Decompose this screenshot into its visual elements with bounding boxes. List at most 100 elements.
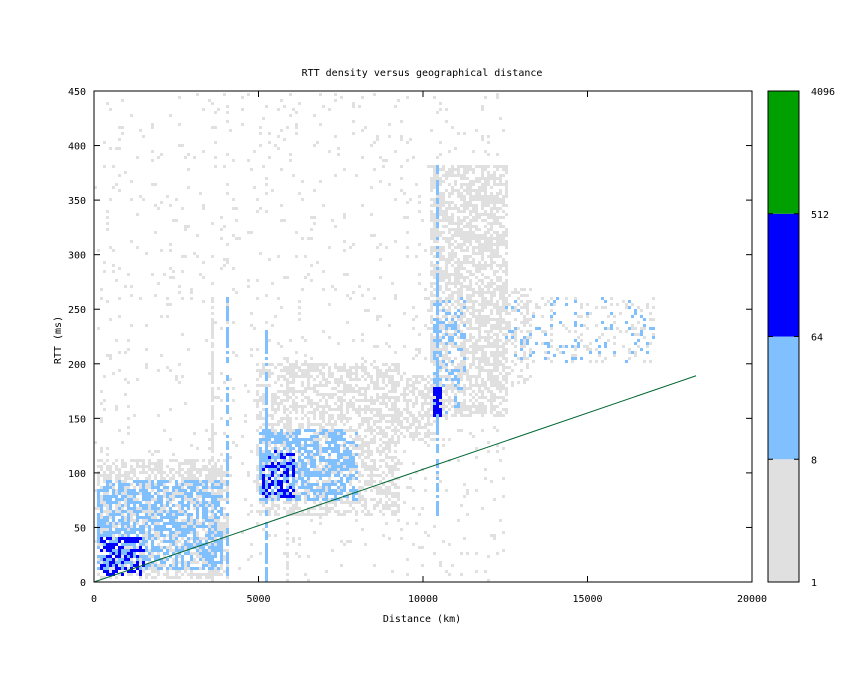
heatmap-cell <box>502 201 505 204</box>
heatmap-cell <box>106 513 109 516</box>
heatmap-cell <box>481 303 484 306</box>
heatmap-cell <box>154 474 157 477</box>
heatmap-cell <box>502 327 505 330</box>
heatmap-cell <box>511 342 514 345</box>
heatmap-cell <box>472 264 475 267</box>
heatmap-cell <box>481 201 484 204</box>
heatmap-cell <box>136 462 139 465</box>
heatmap-cell <box>520 342 523 345</box>
heatmap-cell <box>286 471 289 474</box>
heatmap-cell <box>385 396 388 399</box>
heatmap-cell <box>217 567 220 570</box>
heatmap-cell <box>460 204 463 207</box>
heatmap-cell <box>469 339 472 342</box>
heatmap-cell <box>307 444 310 447</box>
heatmap-cell <box>496 201 499 204</box>
heatmap-cell <box>274 393 277 396</box>
heatmap-cell <box>274 450 277 453</box>
heatmap-cell <box>631 324 634 327</box>
heatmap-cell <box>301 384 304 387</box>
heatmap-cell <box>277 375 280 378</box>
heatmap-cell <box>154 486 157 489</box>
heatmap-cell <box>145 525 148 528</box>
heatmap-cell <box>262 423 265 426</box>
heatmap-cell <box>292 432 295 435</box>
heatmap-cell <box>358 480 361 483</box>
heatmap-cell <box>178 96 181 99</box>
heatmap-cell <box>454 405 457 408</box>
heatmap-cell <box>97 516 100 519</box>
heatmap-cell <box>280 402 283 405</box>
heatmap-cell <box>478 234 481 237</box>
heatmap-cell <box>493 354 496 357</box>
heatmap-cell <box>316 474 319 477</box>
heatmap-cell <box>421 393 424 396</box>
heatmap-cell <box>331 417 334 420</box>
heatmap-cell <box>181 489 184 492</box>
heatmap-cell <box>313 498 316 501</box>
heatmap-cell <box>211 531 214 534</box>
heatmap-cell <box>301 453 304 456</box>
heatmap-cell <box>202 552 205 555</box>
heatmap-cell <box>274 315 277 318</box>
heatmap-cell <box>496 387 499 390</box>
heatmap-cell <box>109 246 112 249</box>
heatmap-cell <box>478 327 481 330</box>
heatmap-cell <box>133 510 136 513</box>
heatmap-cell <box>340 444 343 447</box>
heatmap-cell <box>145 363 148 366</box>
heatmap-cell <box>448 243 451 246</box>
heatmap-cell <box>178 570 181 573</box>
heatmap-cell <box>118 507 121 510</box>
heatmap-cell <box>343 462 346 465</box>
heatmap-cell <box>496 384 499 387</box>
heatmap-cell <box>448 375 451 378</box>
heatmap-cell <box>169 114 172 117</box>
heatmap-cell <box>526 306 529 309</box>
heatmap-cell <box>307 423 310 426</box>
heatmap-cell <box>160 546 163 549</box>
heatmap-cell <box>520 375 523 378</box>
heatmap-cell <box>652 333 655 336</box>
heatmap-cell <box>493 174 496 177</box>
heatmap-cell <box>136 537 139 540</box>
heatmap-cell <box>367 399 370 402</box>
heatmap-cell <box>448 252 451 255</box>
heatmap-cell <box>361 495 364 498</box>
heatmap-cell <box>145 549 148 552</box>
heatmap-cell <box>124 495 127 498</box>
heatmap-cell <box>301 405 304 408</box>
heatmap-cell <box>121 132 124 135</box>
heatmap-cell <box>376 384 379 387</box>
heatmap-cell <box>529 318 532 321</box>
heatmap-cell <box>541 297 544 300</box>
heatmap-cell <box>481 207 484 210</box>
heatmap-cell <box>181 564 184 567</box>
heatmap-cell <box>457 189 460 192</box>
heatmap-cell <box>481 381 484 384</box>
heatmap-cell <box>229 378 232 381</box>
heatmap-cell <box>406 402 409 405</box>
heatmap-cell <box>526 336 529 339</box>
heatmap-cell <box>427 393 430 396</box>
heatmap-cell <box>358 486 361 489</box>
heatmap-cell <box>373 399 376 402</box>
heatmap-cell <box>226 564 229 567</box>
heatmap-cell <box>283 441 286 444</box>
heatmap-cell <box>133 519 136 522</box>
heatmap-cell <box>301 363 304 366</box>
heatmap-cell <box>268 471 271 474</box>
heatmap-cell <box>259 474 262 477</box>
heatmap-cell <box>115 528 118 531</box>
heatmap-cell <box>481 366 484 369</box>
heatmap-cell <box>469 336 472 339</box>
heatmap-cell <box>139 516 142 519</box>
heatmap-cell <box>430 264 433 267</box>
heatmap-cell <box>283 453 286 456</box>
heatmap-cell <box>178 540 181 543</box>
heatmap-cell <box>367 387 370 390</box>
heatmap-cell <box>256 477 259 480</box>
heatmap-cell <box>208 576 211 579</box>
heatmap-cell <box>268 510 271 513</box>
heatmap-cell <box>277 450 280 453</box>
